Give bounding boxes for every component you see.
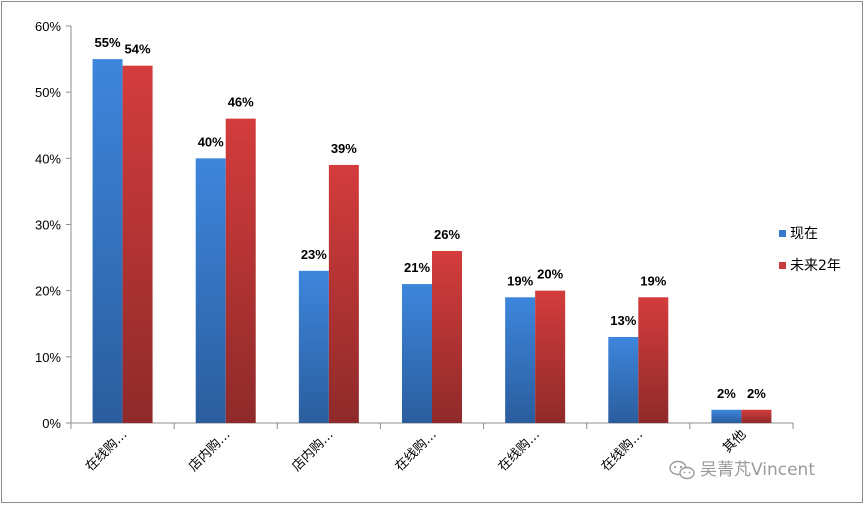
bar (328, 164, 359, 423)
bar (535, 290, 566, 423)
y-tick-label: 60% (35, 19, 61, 34)
y-tick-label: 50% (35, 85, 61, 100)
bar (432, 250, 462, 423)
y-tick-label: 40% (35, 151, 61, 166)
bar (402, 284, 432, 423)
watermark: 吴菁芃Vincent (669, 460, 815, 480)
y-tick-label: 0% (42, 416, 61, 431)
bar (122, 65, 153, 423)
legend-label: 现在 (790, 226, 818, 242)
y-tick-label: 20% (35, 284, 61, 299)
x-tick-label: 在线购… (495, 427, 543, 475)
x-tick-label: 在线购… (598, 427, 646, 475)
data-label: 19% (640, 273, 666, 288)
data-label: 40% (198, 134, 224, 149)
watermark-text: 吴菁芃Vincent (700, 460, 815, 480)
bar (711, 409, 742, 423)
data-label: 2% (747, 386, 766, 401)
data-label: 26% (434, 227, 460, 242)
bar (608, 336, 639, 423)
x-tick-label: 其他 (720, 427, 749, 456)
data-label: 54% (125, 42, 151, 57)
bar (298, 270, 329, 423)
data-labels: 55% 40% 23% 21% 19% 13% 2% 54% 46% 39% 26% 20% 19% 2% (95, 35, 767, 401)
x-tick-label: 店内购… (185, 427, 233, 475)
data-label: 55% (95, 35, 121, 50)
data-label: 23% (301, 247, 327, 262)
data-label: 20% (537, 267, 563, 282)
data-label: 19% (507, 273, 533, 288)
bar (195, 158, 226, 424)
data-label: 2% (717, 386, 736, 401)
data-label: 21% (404, 260, 430, 275)
legend-swatch (779, 230, 786, 237)
data-label: 46% (228, 95, 254, 110)
bar (741, 409, 772, 423)
x-tick-label: 在线购… (392, 427, 440, 475)
bar (638, 297, 669, 423)
wechat-icon (669, 460, 695, 480)
bar (225, 118, 256, 423)
y-tick-label: 10% (35, 350, 61, 365)
legend-label: 未来2年 (790, 258, 841, 274)
bar (505, 297, 536, 423)
data-label: 39% (331, 141, 357, 156)
bars (92, 59, 772, 424)
data-label: 13% (610, 313, 636, 328)
x-tick-label: 在线购… (82, 427, 130, 475)
bar (92, 59, 123, 423)
y-tick-label: 30% (35, 218, 61, 233)
legend-swatch (779, 262, 786, 269)
x-tick-label: 店内购… (289, 427, 337, 475)
